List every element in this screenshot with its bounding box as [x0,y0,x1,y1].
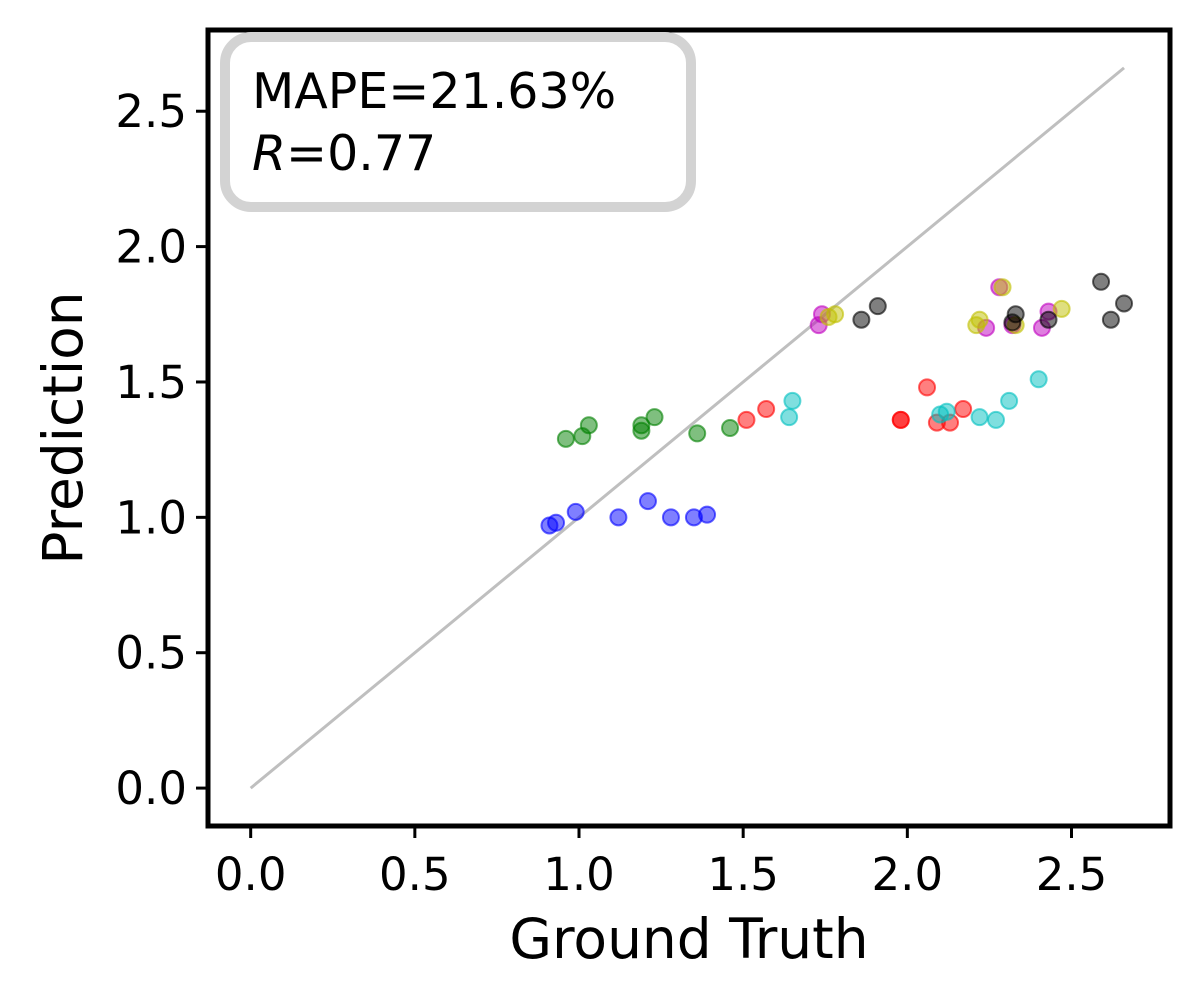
data-point-blue [661,508,680,527]
data-point-yellow [993,278,1012,297]
data-point-black [1092,272,1111,291]
y-tick-label: 0.5 [115,627,187,680]
annotation-box-frame [220,32,696,212]
data-point-black [868,297,887,316]
data-point-black [1115,294,1134,313]
data-point-cyan [986,410,1005,429]
data-point-green [645,408,664,427]
data-point-cyan [970,408,989,427]
data-point-yellow [1052,299,1071,318]
data-point-black [1101,310,1120,329]
y-tick-label: 0.0 [115,762,187,815]
x-tick-label: 2.5 [1036,848,1108,901]
data-point-blue [698,505,717,524]
data-point-blue [566,502,585,521]
data-point-cyan [1029,370,1048,389]
mape-text: MAPE=21.63% [252,63,616,120]
data-point-yellow [970,310,989,329]
data-point-cyan [1000,391,1019,410]
data-point-cyan [937,402,956,421]
data-point-blue [638,492,657,511]
r-text: R=0.77 [252,125,436,182]
data-point-red [918,378,937,397]
data-point-black [1006,305,1025,324]
data-point-blue [547,513,566,532]
data-point-green [721,419,740,437]
x-axis-label: Ground Truth [509,907,868,971]
data-point-yellow [826,305,845,324]
data-point-green [632,421,651,440]
data-point-red [757,400,776,419]
y-tick-label: 2.0 [115,221,187,274]
plot-frame [205,27,1173,829]
x-tick-label: 0.5 [379,848,451,901]
data-point-green [688,424,707,443]
data-point-green [579,416,598,435]
r-value: =0.77 [286,125,436,182]
x-tick-label: 0.0 [215,848,287,901]
data-point-red [737,410,756,429]
data-point-red [954,400,973,419]
annotation-box: MAPE=21.63% R=0.77 [220,32,696,212]
data-point-red [891,410,910,429]
data-point-black [852,310,871,329]
y-axis-label: Prediction [31,291,95,564]
data-point-black [1039,310,1058,329]
y-tick-label: 1.0 [115,491,187,544]
y-tick-label: 2.5 [115,85,187,138]
x-tick-label: 1.0 [543,848,615,901]
y-tick-label: 1.5 [115,356,187,409]
data-point-cyan [780,408,799,427]
r-symbol: R [252,125,286,182]
data-point-cyan [783,391,802,410]
reference-line [249,66,1125,790]
x-tick-label: 2.0 [872,848,944,901]
x-tick-label: 1.5 [707,848,779,901]
data-point-green [556,429,575,448]
data-point-blue [609,508,628,527]
